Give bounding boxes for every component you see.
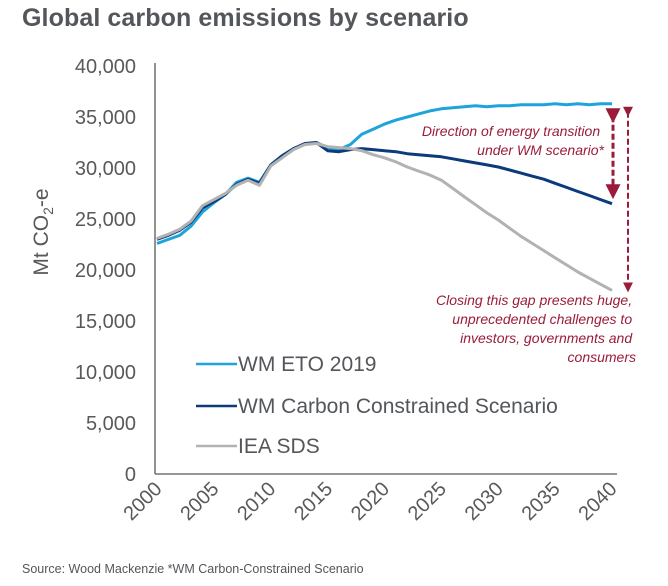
annotation-gap: Closing this gap presents huge, unpreced… <box>436 292 636 365</box>
y-axis-title-subscript: 2 <box>40 207 56 215</box>
annotation-transition-line-2: under WM scenario* <box>477 142 604 158</box>
annotation-transition-line-1: Direction of energy transition <box>422 123 600 139</box>
legend-item-wm-eto: WM ETO 2019 <box>196 353 377 376</box>
y-tick-label: 20,000 <box>75 260 136 282</box>
y-tick-label: 40,000 <box>75 56 136 78</box>
chart-title: Global carbon emissions by scenario <box>22 4 469 32</box>
y-tick-label: 35,000 <box>75 107 136 129</box>
x-tick-label: 2030 <box>461 478 508 525</box>
y-tick-label: 10,000 <box>75 362 136 384</box>
source-note: Source: Wood Mackenzie *WM Carbon-Constr… <box>22 562 364 576</box>
series-line-iea-sds <box>156 142 613 292</box>
y-tick-labels: 0 5,000 10,000 15,000 20,000 25,000 30,000 35,0… <box>75 56 136 486</box>
annotation-gap-line-4: consumers <box>568 349 636 365</box>
annotation-gap-line-2: unprecedented challenges to <box>452 311 632 327</box>
legend-label-wm-eto: WM ETO 2019 <box>238 353 377 376</box>
y-tick-label: 25,000 <box>75 209 136 231</box>
y-tick-label: 15,000 <box>75 311 136 333</box>
annotation-gap-line-3: investors, governments and <box>460 330 633 346</box>
annotation-transition: Direction of energy transition under WM … <box>422 123 605 158</box>
y-tick-label: 30,000 <box>75 158 136 180</box>
x-tick-label: 2015 <box>290 478 337 525</box>
legend-item-wm-carbon-constrained: WM Carbon Constrained Scenario <box>196 395 558 418</box>
y-tick-label: 5,000 <box>86 413 136 435</box>
annotation-gap-line-1: Closing this gap presents huge, <box>436 292 632 308</box>
annotation-arrows <box>605 106 633 293</box>
legend: WM ETO 2019 WM Carbon Constrained Scenar… <box>196 353 558 458</box>
y-tick-label: 0 <box>125 464 136 486</box>
axes <box>154 63 617 475</box>
y-axis-title: Mt CO2-e <box>30 188 56 275</box>
series-lines <box>156 102 613 292</box>
x-tick-label: 2005 <box>176 478 223 525</box>
y-axis-title-main: Mt CO <box>30 215 53 276</box>
legend-label-wm-carbon-constrained: WM Carbon Constrained Scenario <box>238 395 558 418</box>
legend-label-iea-sds: IEA SDS <box>238 435 320 458</box>
x-tick-labels: 2000 2005 2010 2015 2020 2025 2030 2035 2040 <box>120 478 622 525</box>
x-tick-label: 2020 <box>347 478 394 525</box>
y-axis-title-suffix: -e <box>30 188 53 207</box>
x-tick-label: 2035 <box>518 478 565 525</box>
x-tick-label: 2010 <box>233 478 280 525</box>
x-tick-label: 2025 <box>404 478 451 525</box>
legend-item-iea-sds: IEA SDS <box>196 435 320 458</box>
x-tick-label: 2040 <box>575 478 622 525</box>
